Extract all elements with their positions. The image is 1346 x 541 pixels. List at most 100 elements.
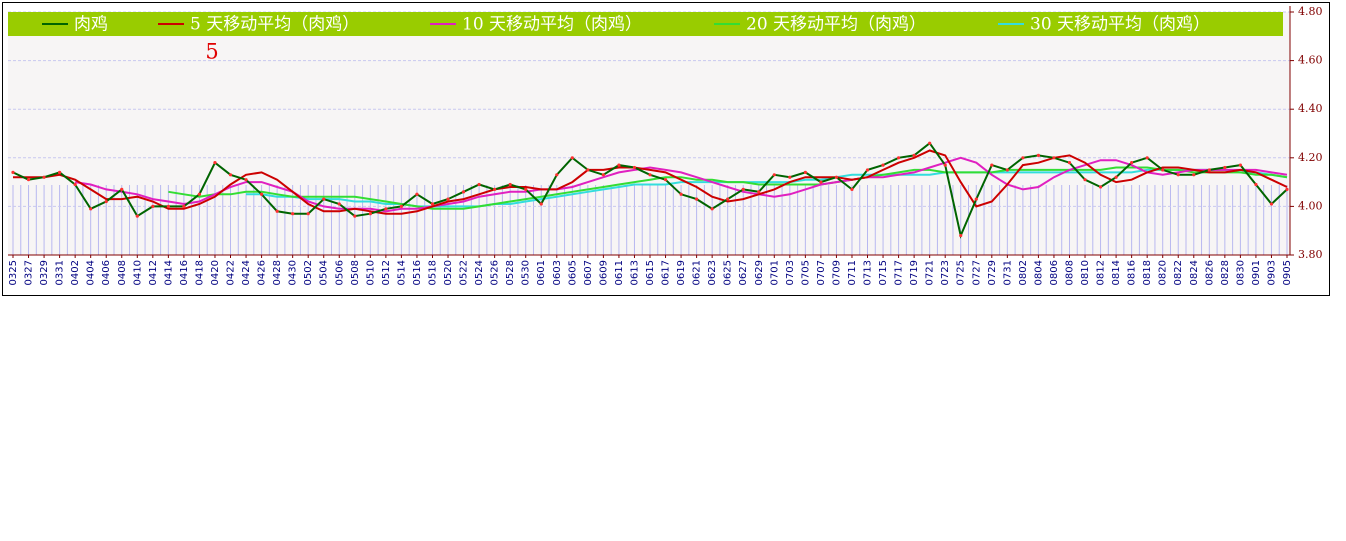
- x-tick-label: 0701: [769, 260, 780, 285]
- x-tick-label: 0528: [505, 260, 516, 285]
- x-tick-label: 0428: [272, 260, 283, 285]
- x-tick-label: 0516: [412, 260, 423, 285]
- x-tick-label: 0510: [365, 260, 376, 285]
- x-tick-label: 0816: [1127, 260, 1138, 285]
- data-point: [461, 190, 466, 194]
- x-tick-label: 0619: [676, 260, 687, 285]
- x-tick-label: 0820: [1158, 260, 1169, 285]
- data-point: [663, 178, 668, 182]
- data-point: [291, 212, 295, 216]
- x-tick-label: 0627: [738, 260, 749, 285]
- x-tick-label: 0406: [101, 260, 112, 285]
- x-tick-label: 0830: [1235, 260, 1246, 285]
- data-point: [1083, 178, 1087, 182]
- data-point: [586, 168, 590, 172]
- x-tick-label: 0422: [226, 260, 237, 285]
- x-tick-label: 0609: [598, 260, 609, 285]
- x-tick-label: 0727: [971, 260, 982, 285]
- y-tick-label: 4.40: [1298, 102, 1323, 115]
- data-point: [943, 163, 947, 167]
- legend-label: 肉鸡: [74, 15, 108, 35]
- data-point: [959, 233, 963, 238]
- data-point: [788, 175, 792, 179]
- x-tick-label: 0605: [567, 260, 578, 285]
- data-point: [974, 197, 978, 201]
- data-point: [151, 204, 155, 208]
- data-point: [1207, 168, 1211, 172]
- data-point: [1005, 168, 1009, 172]
- x-tick-label: 0410: [132, 260, 143, 285]
- data-point: [244, 178, 248, 182]
- data-point: [275, 209, 279, 213]
- x-tick-label: 0601: [536, 260, 547, 285]
- data-point: [1238, 163, 1242, 167]
- y-tick-label: 4.80: [1298, 5, 1323, 18]
- data-point: [555, 173, 559, 177]
- data-point: [679, 192, 683, 196]
- data-point: [741, 187, 745, 191]
- data-point: [1021, 156, 1025, 160]
- x-tick-label: 0729: [987, 260, 998, 285]
- x-tick-label: 0713: [863, 260, 874, 285]
- x-tick-label: 0905: [1282, 260, 1293, 285]
- data-point: [881, 163, 885, 167]
- data-point: [58, 170, 62, 174]
- data-point: [135, 214, 139, 218]
- x-tick-label: 0812: [1096, 260, 1107, 285]
- x-tick-label: 0725: [956, 260, 967, 285]
- x-tick-label: 0329: [39, 260, 50, 285]
- x-tick-label: 0522: [459, 260, 470, 285]
- data-point: [477, 182, 481, 187]
- x-tick-label: 0520: [443, 260, 454, 285]
- data-point: [539, 202, 543, 206]
- x-tick-label: 0603: [552, 260, 563, 285]
- x-tick-label: 0504: [319, 260, 330, 285]
- data-point: [11, 170, 15, 174]
- x-tick-label: 0901: [1251, 260, 1262, 285]
- data-point: [368, 212, 372, 216]
- data-point: [726, 197, 730, 201]
- x-tick-label: 0731: [1002, 260, 1013, 285]
- x-tick-label: 0327: [24, 260, 35, 285]
- data-point: [306, 212, 310, 216]
- x-tick-label: 0506: [334, 260, 345, 285]
- x-tick-label: 0526: [490, 260, 501, 285]
- data-point: [508, 182, 512, 187]
- x-tick-label: 0822: [1173, 260, 1184, 285]
- data-point: [524, 187, 528, 191]
- x-tick-label: 0721: [925, 260, 936, 285]
- series-line: [13, 149, 1288, 215]
- x-tick-label: 0814: [1111, 260, 1122, 285]
- x-tick-label: 0717: [894, 260, 905, 285]
- x-tick-label: 0826: [1204, 260, 1215, 285]
- x-tick-label: 0518: [427, 260, 438, 285]
- data-point: [617, 163, 621, 167]
- data-point: [166, 204, 170, 208]
- x-tick-label: 0715: [878, 260, 889, 285]
- data-point: [1223, 165, 1227, 170]
- x-tick-label: 0418: [194, 260, 205, 285]
- x-tick-label: 0709: [831, 260, 842, 285]
- data-point: [1052, 156, 1056, 160]
- x-tick-label: 0824: [1189, 260, 1200, 285]
- data-point: [928, 141, 932, 145]
- data-point: [648, 173, 652, 177]
- x-tick-label: 0524: [474, 260, 485, 285]
- x-tick-label: 0629: [754, 260, 765, 285]
- x-tick-label: 0402: [70, 260, 81, 285]
- data-point: [757, 190, 761, 194]
- x-tick-label: 0613: [629, 260, 640, 285]
- data-point: [73, 182, 77, 187]
- x-tick-label: 0512: [381, 260, 392, 285]
- x-tick-label: 0621: [692, 260, 703, 285]
- x-tick-label: 0804: [1033, 260, 1044, 285]
- x-tick-label: 0424: [241, 260, 252, 285]
- y-tick-label: 4.00: [1298, 199, 1323, 212]
- x-tick-label: 0530: [521, 260, 532, 285]
- x-tick-label: 0426: [257, 260, 268, 285]
- y-tick-label: 4.20: [1298, 151, 1323, 164]
- data-point: [1254, 182, 1258, 187]
- x-tick-label: 0412: [148, 260, 159, 285]
- plot-area: [8, 12, 1290, 255]
